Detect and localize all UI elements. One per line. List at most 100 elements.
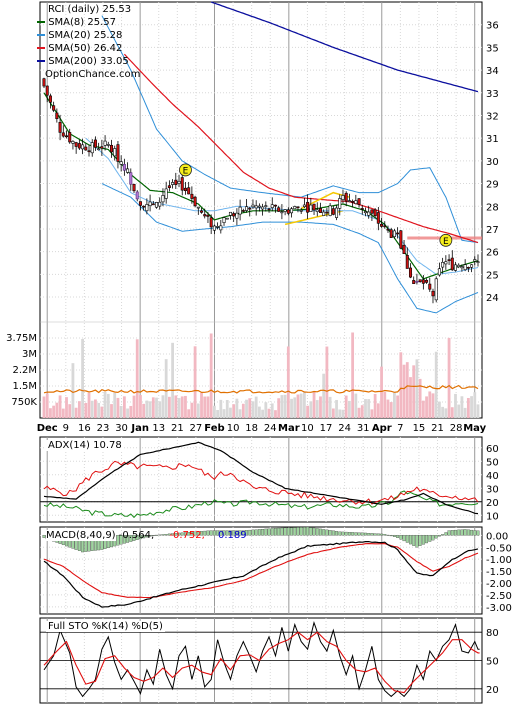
x-tick-label: 30 — [115, 423, 128, 434]
candle-body — [290, 208, 294, 214]
candle-body — [476, 261, 480, 263]
candle-body — [164, 188, 168, 199]
candle-body — [106, 144, 110, 146]
volume-bar — [241, 403, 245, 418]
volume-bar — [135, 339, 139, 418]
macd-histogram-bar — [396, 535, 400, 538]
macd-histogram-bar — [216, 530, 220, 536]
volume-bar — [389, 402, 393, 418]
macd-y-tick-label: -0.50 — [486, 543, 512, 554]
volume-bar — [306, 405, 310, 418]
volume-bar — [441, 406, 445, 418]
candle-body — [261, 206, 265, 210]
macd-histogram-bar — [437, 535, 441, 537]
macd-histogram-bar — [425, 535, 429, 544]
candle-body — [235, 212, 239, 219]
x-tick-label: 21 — [431, 423, 444, 434]
sto-y-tick-label: 50 — [486, 657, 499, 668]
macd-histogram-bar — [241, 530, 245, 536]
volume-bar — [65, 397, 68, 418]
volume-bar — [325, 346, 329, 418]
candle-body — [148, 201, 152, 206]
candle-body — [100, 146, 104, 149]
volume-bar — [434, 351, 438, 418]
volume-bar — [444, 408, 448, 418]
x-tick-label: Feb — [204, 423, 224, 434]
macd-histogram-bar — [354, 532, 358, 536]
macd-histogram-bar — [264, 528, 268, 536]
candle-body — [357, 198, 361, 205]
volume-bar — [116, 397, 120, 418]
volume-bar — [428, 391, 432, 418]
macd-histogram-bar — [158, 534, 162, 536]
macd-histogram-bar — [325, 529, 329, 536]
macd-histogram-bar — [174, 533, 178, 536]
candle-body — [460, 266, 464, 269]
macd-histogram-bar — [335, 531, 338, 536]
volume-y-tick-label: 750K — [11, 397, 37, 408]
candle-body — [283, 209, 287, 212]
candle-body — [190, 193, 194, 199]
volume-bar — [277, 398, 281, 418]
volume-bar — [415, 359, 419, 418]
candle-body — [138, 201, 142, 206]
candle-body — [306, 201, 310, 213]
candle-body — [145, 204, 149, 212]
macd-histogram-bar — [328, 530, 332, 536]
candle-body — [116, 144, 120, 162]
volume-bar — [49, 408, 52, 418]
candle-body — [437, 268, 441, 276]
candle-body — [126, 168, 130, 173]
price-y-tick-label: 26 — [486, 248, 499, 259]
macd-histogram-bar — [267, 528, 271, 536]
legend-label-sma50: SMA(50) 26.42 — [48, 43, 123, 54]
macd-histogram-bar — [402, 535, 406, 542]
candle-body — [183, 187, 187, 192]
volume-bar — [261, 409, 265, 418]
macd-histogram-bar — [270, 528, 274, 536]
x-tick-label: 9 — [63, 423, 69, 434]
macd-histogram-bar — [380, 533, 384, 536]
earnings-marker-label: E — [183, 166, 189, 176]
legend-swatch-sma8 — [37, 21, 45, 23]
volume-bar — [364, 399, 367, 418]
macd-histogram-bar — [470, 529, 474, 536]
macd-y-tick-label: 0.00 — [486, 531, 508, 542]
volume-bar — [190, 402, 194, 418]
macd-histogram-bar — [274, 528, 277, 536]
macd-histogram-bar — [261, 528, 265, 536]
candle-body — [103, 140, 107, 146]
volume-bar — [296, 394, 300, 418]
macd-y-tick-label: -2.50 — [486, 591, 512, 602]
macd-histogram-bar — [399, 535, 403, 540]
volume-y-tick-label: 3.75M — [6, 333, 37, 344]
volume-bar — [90, 400, 94, 418]
candle-body — [61, 132, 65, 137]
adx-y-tick-label: 20 — [486, 498, 499, 509]
volume-bar — [447, 337, 451, 418]
macd-histogram-bar — [347, 532, 351, 536]
volume-bar — [216, 410, 219, 418]
volume-bar — [280, 395, 284, 418]
volume-bar — [373, 394, 377, 418]
candle-body — [245, 206, 249, 211]
macd-histogram-bar — [441, 534, 445, 536]
macd-histogram-bar — [142, 535, 146, 539]
candle-body — [457, 264, 461, 268]
macd-histogram-bar — [405, 535, 409, 543]
volume-bar — [290, 398, 293, 418]
volume-bar — [293, 397, 297, 418]
candle-body — [177, 180, 181, 184]
macd-title: MACD(8,40,9) — [46, 530, 116, 541]
volume-bar — [335, 399, 338, 418]
volume-bar — [180, 396, 184, 418]
candle-body — [341, 195, 345, 200]
volume-bar — [200, 392, 203, 418]
legend-label-sma20: SMA(20) 25.28 — [48, 30, 123, 41]
volume-bar — [270, 403, 274, 418]
candle-body — [142, 205, 146, 208]
candle-body — [167, 185, 171, 188]
candle-body — [325, 211, 329, 214]
candle-body — [74, 142, 78, 147]
macd-histogram-bar — [209, 530, 213, 536]
